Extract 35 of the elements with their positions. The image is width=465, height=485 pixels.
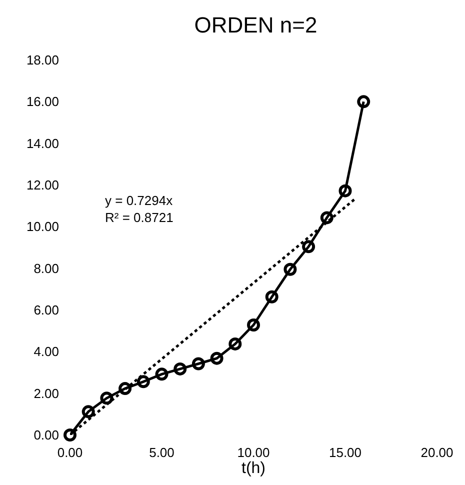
y-tick-label: 6.00: [34, 302, 59, 318]
y-tick-label: 12.00: [26, 178, 59, 193]
y-tick-label: 16.00: [26, 94, 59, 110]
point: [228, 337, 242, 350]
point: [302, 240, 316, 254]
point: [210, 352, 224, 365]
y-tick-label: 14.00: [26, 136, 59, 151]
point: [357, 95, 370, 108]
y-tick-label: 0.00: [34, 428, 59, 443]
y-tick-label: 4.00: [34, 344, 59, 360]
point: [82, 405, 95, 418]
annotation: y = 0.7294x R² = 0.8721: [105, 193, 174, 225]
point: [118, 382, 132, 396]
x-axis-title: t(h): [242, 460, 266, 477]
x-tick-label: 5.00: [149, 445, 174, 460]
point: [64, 428, 76, 442]
point: [320, 211, 334, 224]
x-tick-label: 10.00: [237, 445, 270, 460]
chart-title: ORDEN n=2: [194, 12, 318, 38]
point: [284, 262, 297, 276]
x-tick-label: 0.00: [57, 445, 83, 460]
point: [247, 318, 260, 332]
point: [136, 375, 150, 388]
y-tick-label: 18.00: [26, 52, 59, 68]
point: [155, 368, 168, 381]
y-tick-label: 10.00: [26, 219, 59, 234]
y-tick-label: 2.00: [34, 386, 59, 401]
x-tick-label: 15.00: [328, 445, 362, 460]
point: [174, 362, 187, 376]
x-tick-label: 20.00: [420, 445, 454, 460]
point: [265, 290, 278, 304]
y-tick-label: 8.00: [34, 260, 59, 276]
point: [338, 184, 352, 198]
point: [100, 392, 114, 405]
point: [192, 357, 205, 370]
